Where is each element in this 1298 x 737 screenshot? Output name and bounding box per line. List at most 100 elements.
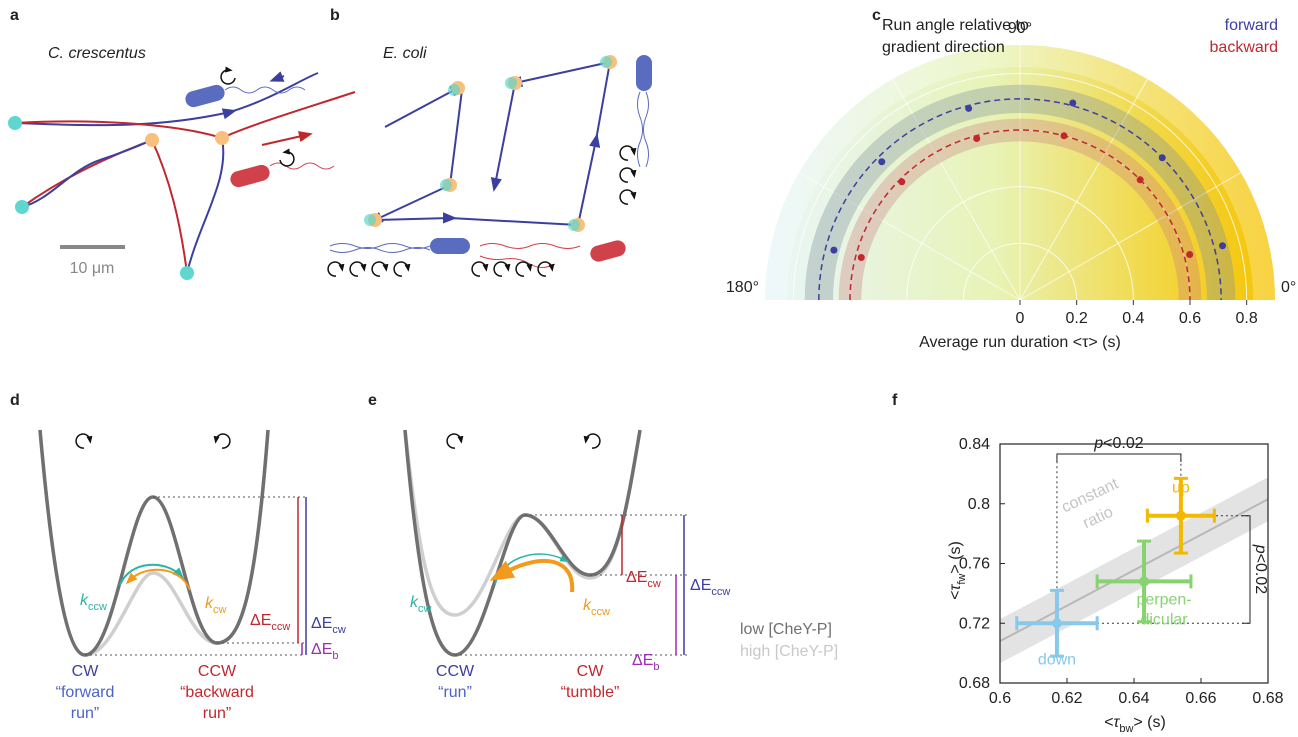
annotation-italic: p xyxy=(1252,544,1269,554)
legend-entry: forward xyxy=(1225,17,1278,34)
r-tick-label: 0.4 xyxy=(1122,310,1144,327)
data-point xyxy=(965,104,973,112)
spoke xyxy=(1019,172,1242,301)
data-point xyxy=(973,135,981,143)
trajectory xyxy=(21,139,153,208)
series-label: dicular xyxy=(1140,611,1188,628)
x-tick-label: 0.62 xyxy=(1051,690,1082,707)
axis-label: <τfw> (s) xyxy=(947,541,968,600)
y-tick-label: 0.68 xyxy=(959,675,990,692)
data-point xyxy=(1136,176,1144,184)
trajectory xyxy=(14,72,319,127)
rotation-icon xyxy=(279,148,295,167)
rate-label: kcw xyxy=(205,595,227,616)
r-tick-label: 0.6 xyxy=(1179,310,1201,327)
data-point xyxy=(1069,99,1077,107)
annotation-text: <0.02 xyxy=(1252,554,1269,595)
series-band xyxy=(804,84,1236,300)
bacterium xyxy=(590,240,626,262)
state-desc: “tumble” xyxy=(561,684,620,701)
chart-title: Run angle relative to xyxy=(882,17,1029,34)
x-tick-label: 0.68 xyxy=(1252,690,1283,707)
series-label: down xyxy=(1038,651,1076,668)
event-dot xyxy=(180,266,194,280)
state-label: CCW xyxy=(198,663,237,680)
r-tick-label: 0.8 xyxy=(1236,310,1258,327)
annotation-italic: p xyxy=(1093,435,1103,452)
energy-curve-low xyxy=(38,429,270,657)
data-point xyxy=(898,178,906,186)
trajectory xyxy=(186,137,225,274)
panel-label: d xyxy=(10,392,20,409)
level-lines xyxy=(85,496,305,656)
state-desc: run” xyxy=(203,705,231,722)
event-dot xyxy=(15,200,29,214)
data-point xyxy=(1175,510,1186,521)
arrow xyxy=(261,131,313,146)
y-tick-label: 0.8 xyxy=(968,496,990,513)
panel-b: b E. coli xyxy=(327,7,652,277)
scale-label: 10 μm xyxy=(70,260,115,277)
grid-circle xyxy=(792,72,1248,301)
data-point xyxy=(1219,242,1227,250)
rate-label: kccw xyxy=(80,592,107,613)
theta-tick-label: 90° xyxy=(1008,20,1032,37)
theta-tick-label: 0° xyxy=(1281,279,1296,296)
event-dot xyxy=(215,131,229,145)
flagella xyxy=(329,243,431,253)
spoke xyxy=(892,78,1021,301)
event-dot xyxy=(145,133,159,147)
panel-label: c xyxy=(872,7,881,24)
energy-label: ΔEb xyxy=(311,641,338,662)
subscript: bw xyxy=(1119,723,1133,735)
state-desc: “forward xyxy=(56,684,115,701)
axis-label: <τbw> (s) xyxy=(1104,714,1166,735)
series-band xyxy=(838,118,1202,300)
state-desc: run” xyxy=(71,705,99,722)
series-label: up xyxy=(1172,480,1190,497)
annotation-text: <0.02 xyxy=(1103,435,1144,452)
annotation: p<0.02 xyxy=(1093,435,1143,452)
energy-curve-high xyxy=(38,429,270,657)
x-tick-label: 0.6 xyxy=(989,690,1011,707)
label-part: > (s) xyxy=(1133,714,1165,731)
panel-title: C. crescentus xyxy=(48,45,146,62)
flagella xyxy=(479,243,581,268)
panel-c: c 0 0.2 0.4 0.6 0.8 0° 90° 180° forward backward R… xyxy=(726,7,1296,351)
x-tick-label: 0.64 xyxy=(1118,690,1149,707)
event-dots xyxy=(364,55,617,232)
data-point xyxy=(878,158,886,166)
flagellum xyxy=(224,86,306,94)
rotation-icon xyxy=(446,433,464,449)
significance-bracket xyxy=(1056,453,1182,462)
r-tick-label: 0.2 xyxy=(1066,310,1088,327)
label-part: <τ xyxy=(947,584,964,600)
rotation-icon xyxy=(220,66,236,85)
rate-arrow xyxy=(489,558,575,593)
energy-label: ΔEccw xyxy=(690,577,730,598)
panel-label: f xyxy=(892,392,898,409)
data-point xyxy=(1060,132,1068,140)
state-label: CW xyxy=(72,663,100,680)
rotation-icons xyxy=(327,145,637,277)
state-desc: “backward xyxy=(180,684,254,701)
r-tick-label: 0 xyxy=(1016,310,1025,327)
legend-entry: high [CheY-P] xyxy=(740,643,838,660)
energy-curve-high xyxy=(403,429,642,617)
energy-label: ΔEcw xyxy=(626,569,661,590)
rate-label: kccw xyxy=(583,597,610,618)
data-point xyxy=(830,246,838,254)
panel-d: d kccw kcw ΔEccw ΔEcw ΔEb CW “forward ru… xyxy=(10,392,346,722)
annotation: p<0.02 xyxy=(1252,544,1269,594)
energy-label: ΔEb xyxy=(632,652,659,673)
mean-circle xyxy=(849,129,1191,301)
energy-label: ΔEcw xyxy=(311,615,346,636)
data-point xyxy=(1051,618,1062,629)
chart-title: gradient direction xyxy=(882,39,1005,56)
label-part: > (s) xyxy=(947,541,964,573)
plot-area xyxy=(1000,477,1268,664)
theta-tick-label: 180° xyxy=(726,279,759,296)
rate-label: kcw xyxy=(410,594,432,615)
